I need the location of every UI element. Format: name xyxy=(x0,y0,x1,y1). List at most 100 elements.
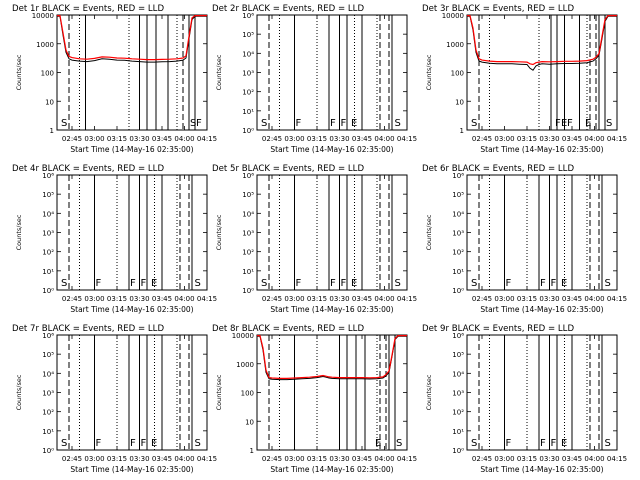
marker-label: S xyxy=(471,438,477,449)
marker-label: S xyxy=(605,278,611,289)
marker-label: F xyxy=(540,438,546,449)
y-tick-label: 10¹ xyxy=(242,268,254,276)
y-tick-label: 10³ xyxy=(452,390,464,398)
x-tick-label: 03:30 xyxy=(539,455,559,463)
x-tick-label: 03:00 xyxy=(494,455,514,463)
detector-panel-4: Det 4r BLACK = Events, RED = LLD Counts/s… xyxy=(12,164,217,314)
y-tick-label: 10⁴ xyxy=(242,50,254,58)
x-tick-label: 03:30 xyxy=(329,455,349,463)
x-tick-label: 03:00 xyxy=(284,135,304,143)
y-tick-label: 10⁴ xyxy=(452,370,464,378)
marker-label: E xyxy=(561,438,567,449)
marker-label: F xyxy=(551,438,557,449)
marker-label: S xyxy=(395,278,401,289)
marker-label: F xyxy=(141,278,147,289)
x-tick-label: 02:45 xyxy=(62,455,82,463)
x-tick-label: 03:30 xyxy=(539,295,559,303)
y-tick-label: 1000 xyxy=(36,41,54,49)
x-tick-label: 04:15 xyxy=(607,295,627,303)
marker-label: F xyxy=(540,278,546,289)
marker-label: S xyxy=(195,438,201,449)
y-tick-label: 10000 xyxy=(232,332,254,340)
marker-label: F xyxy=(141,438,147,449)
y-tick-label: 10 xyxy=(45,98,54,106)
series-line-events xyxy=(257,335,407,381)
y-tick-label: 10⁶ xyxy=(42,332,54,340)
x-tick-label: 03:00 xyxy=(494,295,514,303)
marker-label: S xyxy=(396,438,402,449)
y-tick-label: 10⁰ xyxy=(42,447,54,455)
marker-label: S xyxy=(61,278,67,289)
marker-label: S xyxy=(395,118,401,129)
marker-label: E xyxy=(375,438,381,449)
marker-label: E xyxy=(151,278,157,289)
x-tick-label: 03:30 xyxy=(129,295,149,303)
marker-label: S xyxy=(606,118,612,129)
x-tick-label: 03:45 xyxy=(562,135,582,143)
marker-label: F xyxy=(551,278,557,289)
marker-label: E xyxy=(351,278,357,289)
marker-label: S xyxy=(61,118,67,129)
y-tick-label: 10³ xyxy=(42,230,54,238)
x-tick-label: 03:45 xyxy=(152,295,172,303)
y-tick-label: 10⁴ xyxy=(452,210,464,218)
x-tick-label: 03:45 xyxy=(152,455,172,463)
x-tick-label: 03:45 xyxy=(352,135,372,143)
marker-label: S xyxy=(195,278,201,289)
y-tick-label: 10² xyxy=(242,249,254,257)
marker-label: S xyxy=(61,438,67,449)
y-tick-label: 1 xyxy=(50,127,54,135)
x-tick-label: 03:15 xyxy=(517,135,537,143)
panel-title: Det 3r BLACK = Events, RED = LLD xyxy=(422,4,574,14)
x-axis-label: Start Time (14-May-16 02:35:00) xyxy=(480,465,603,474)
x-tick-label: 02:45 xyxy=(262,455,282,463)
x-tick-label: 03:30 xyxy=(329,295,349,303)
series-line-lld xyxy=(467,15,617,66)
x-tick-label: 03:30 xyxy=(539,135,559,143)
y-tick-label: 1 xyxy=(250,447,254,455)
x-tick-label: 03:15 xyxy=(307,135,327,143)
x-tick-label: 02:45 xyxy=(262,295,282,303)
x-tick-label: 02:45 xyxy=(262,135,282,143)
x-axis-label: Start Time (14-May-16 02:35:00) xyxy=(270,145,393,154)
x-tick-label: 02:45 xyxy=(472,455,492,463)
y-tick-label: 1000 xyxy=(236,361,254,369)
series-line-events xyxy=(57,15,207,63)
y-tick-label: 10 xyxy=(455,98,464,106)
x-tick-label: 03:30 xyxy=(129,135,149,143)
panel-title: Det 5r BLACK = Events, RED = LLD xyxy=(212,164,364,174)
y-tick-label: 1 xyxy=(460,127,464,135)
detector-panel-3: Det 3r BLACK = Events, RED = LLD Counts/s… xyxy=(422,4,627,154)
marker-label: F xyxy=(506,278,512,289)
marker-label: F xyxy=(330,278,336,289)
x-tick-label: 03:30 xyxy=(129,455,149,463)
marker-label: F xyxy=(96,438,102,449)
y-axis-label: Counts/sec xyxy=(425,214,433,250)
x-tick-label: 03:15 xyxy=(517,295,537,303)
y-tick-label: 10¹ xyxy=(42,268,54,276)
detector-panel-2: Det 2r BLACK = Events, RED = LLD Counts/s… xyxy=(212,4,417,154)
detector-panel-8: Det 8r BLACK = Events, RED = LLD Counts/s… xyxy=(212,324,417,474)
x-tick-label: 03:15 xyxy=(517,455,537,463)
marker-label: S xyxy=(261,278,267,289)
marker-label: F xyxy=(341,278,347,289)
x-axis-label: Start Time (14-May-16 02:35:00) xyxy=(270,465,393,474)
y-tick-label: 10⁶ xyxy=(242,172,254,180)
x-tick-label: 03:30 xyxy=(329,135,349,143)
x-tick-label: 03:45 xyxy=(352,295,372,303)
x-tick-label: 04:00 xyxy=(584,295,604,303)
x-tick-label: 04:15 xyxy=(397,135,417,143)
y-tick-label: 10⁰ xyxy=(452,287,464,295)
y-axis-label: Counts/sec xyxy=(215,54,223,90)
x-tick-label: 03:45 xyxy=(352,455,372,463)
x-axis-label: Start Time (14-May-16 02:35:00) xyxy=(70,145,193,154)
x-axis-label: Start Time (14-May-16 02:35:00) xyxy=(70,305,193,314)
x-tick-label: 03:00 xyxy=(84,295,104,303)
marker-label: F xyxy=(296,278,302,289)
y-tick-label: 10⁶ xyxy=(42,172,54,180)
marker-label: S xyxy=(605,438,611,449)
y-tick-label: 10² xyxy=(452,409,464,417)
y-tick-label: 10² xyxy=(452,249,464,257)
y-axis-label: Counts/sec xyxy=(425,374,433,410)
y-tick-label: 10¹ xyxy=(452,268,464,276)
